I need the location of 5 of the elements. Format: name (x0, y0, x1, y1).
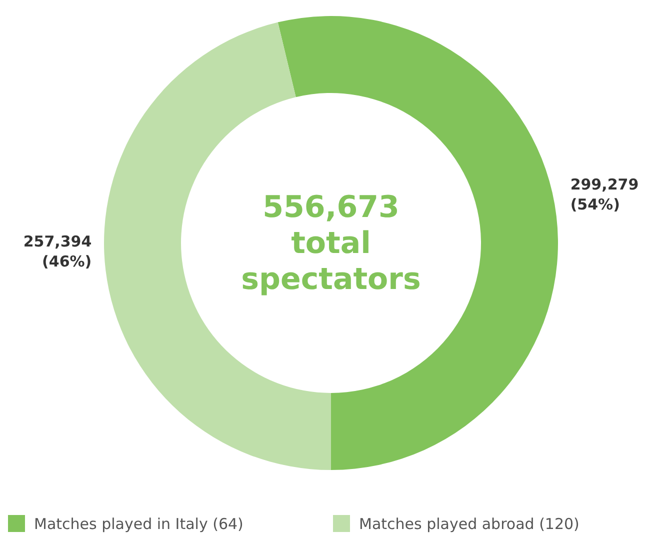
text: 556,673 total spectators (241, 190, 421, 297)
data-label: 257,394 (46%) (23, 232, 92, 270)
data-label: 299,279 (54%) (570, 176, 639, 214)
legend-label: Matches played abroad (120) (359, 515, 580, 533)
legend-label: Matches played in Italy (64) (34, 515, 244, 533)
